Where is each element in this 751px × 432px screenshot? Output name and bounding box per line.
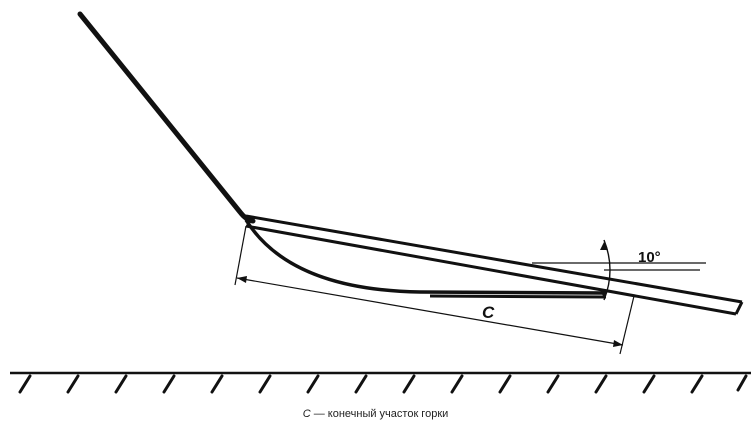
dimension-arrow-left [237,276,247,283]
dimension-label-c: C [482,303,495,322]
figure-caption: C — конечный участок горки [0,408,751,420]
ground-hatching [18,374,748,394]
dimension-line-c [236,277,624,346]
angle-label: 10° [638,249,661,266]
angle-arrow-bottom [600,290,608,298]
slide-entry-section [77,11,256,224]
caption-symbol: C [302,408,311,420]
angle-arc [603,239,611,301]
dimension-arrow-right [613,340,623,347]
slide-run-out-bottom [429,294,607,299]
reference-line-lower [245,224,737,316]
reference-line-upper [245,214,743,304]
dimension-extension-left [234,225,247,286]
caption-text: — конечный участок горки [310,408,449,420]
reference-line-end-cap [734,301,744,315]
angle-arrow-top [600,242,608,250]
slide-run-out-curve [244,219,605,295]
